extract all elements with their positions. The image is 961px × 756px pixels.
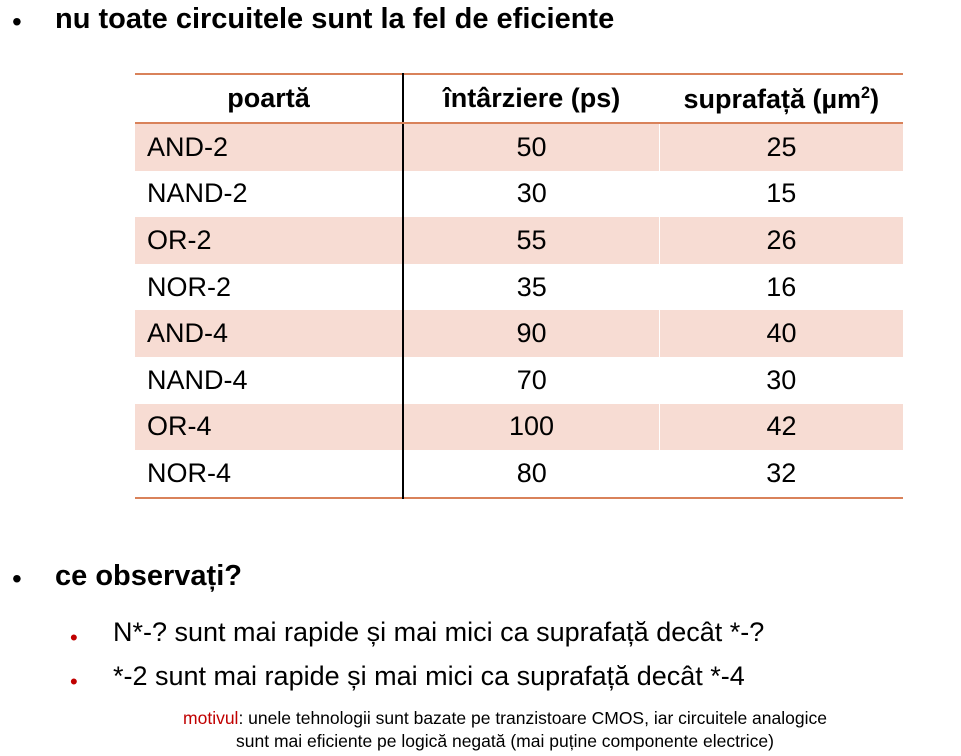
cell-delay: 55 (403, 217, 660, 264)
sub-bullet-icon: • (70, 669, 78, 694)
cell-delay: 50 (403, 123, 660, 171)
cell-area: 40 (659, 310, 903, 357)
observation-fan-in: *-2 sunt mai rapide și mai mici ca supra… (113, 661, 745, 691)
cell-area: 32 (766, 457, 797, 488)
table-row: NOR-4 80 32 (135, 450, 903, 498)
sub-bullet-icon: • (70, 625, 78, 650)
table-row: AND-2 50 25 (135, 123, 903, 171)
cell-gate: OR-4 (135, 403, 404, 451)
heading-efficiency: nu toate circuitele sunt la fel de efici… (55, 3, 615, 35)
table-row: NAND-2 30 15 (135, 170, 903, 218)
reason-line-2: sunt mai eficiente pe logică negată (mai… (236, 731, 774, 751)
bullet-icon: • (12, 563, 22, 594)
cell-area: 42 (659, 403, 903, 451)
reason-keyword: motivul (183, 708, 239, 728)
gate-comparison-table: poartă întârziere (ps) suprafață (µm2) A… (135, 73, 903, 499)
table-row: OR-4 100 42 (135, 403, 903, 451)
header-area: suprafață (µm2) (659, 74, 903, 124)
cell-delay: 100 (403, 403, 660, 451)
header-area-sup: 2 (861, 83, 871, 102)
table-row: NOR-2 35 16 (135, 263, 903, 311)
cell-gate: AND-2 (135, 123, 404, 171)
cell-delay: 70 (516, 364, 547, 395)
cell-gate: NOR-2 (135, 263, 404, 311)
cell-area: 26 (659, 217, 903, 264)
reason-note: motivul: unele tehnologii sunt bazate pe… (85, 707, 925, 753)
cell-gate: OR-2 (135, 217, 404, 264)
table-row: NAND-4 70 30 (135, 356, 903, 404)
heading-observations: ce observați? (55, 560, 242, 592)
cell-area: 16 (766, 271, 797, 302)
cell-area: 25 (659, 123, 903, 171)
table-row: OR-2 55 26 (135, 217, 903, 264)
header-delay: întârziere (ps) (403, 74, 660, 124)
header-gate: poartă (135, 74, 404, 124)
table-row: AND-4 90 40 (135, 310, 903, 357)
cell-gate: NAND-2 (135, 170, 404, 218)
cell-gate: NAND-4 (135, 356, 404, 404)
cell-gate: NOR-4 (135, 450, 404, 498)
cell-delay: 90 (403, 310, 660, 357)
cell-area: 30 (766, 364, 797, 395)
cell-area: 15 (766, 178, 797, 209)
cell-delay: 30 (516, 178, 547, 209)
bullet-icon: • (12, 6, 22, 37)
cell-delay: 35 (516, 271, 547, 302)
reason-line-1: : unele tehnologii sunt bazate pe tranzi… (238, 708, 827, 728)
cell-delay: 80 (516, 457, 547, 488)
header-area-text: suprafață (µm (683, 83, 862, 114)
observation-negated-logic: N*-? sunt mai rapide și mai mici ca supr… (113, 617, 765, 647)
header-area-close: ) (870, 83, 880, 114)
cell-gate: AND-4 (135, 310, 404, 357)
table-header-row: poartă întârziere (ps) suprafață (µm2) (135, 74, 903, 124)
